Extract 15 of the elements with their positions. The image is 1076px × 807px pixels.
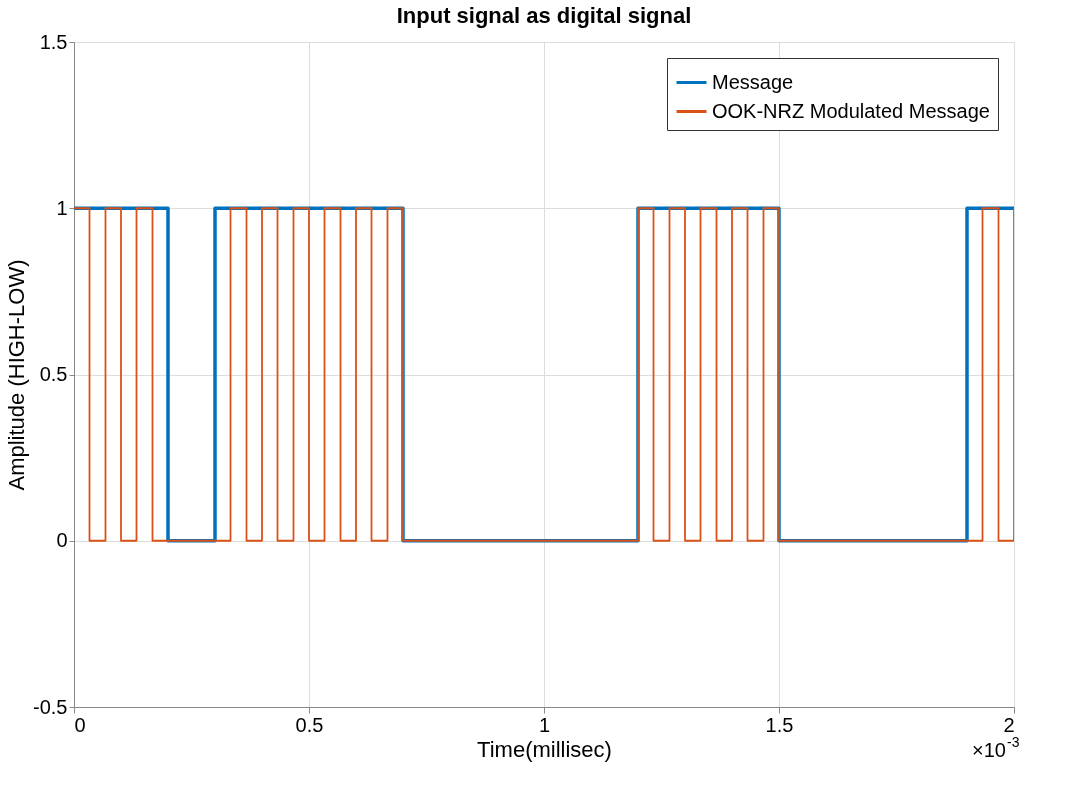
y-tick-label: 0.5	[39, 363, 68, 385]
x-axis-title: Time(millisec)	[477, 736, 612, 762]
x-tick-label: 1.5	[765, 713, 794, 736]
y-tick-label: -0.5	[33, 695, 68, 718]
legend-label: Message	[712, 70, 794, 93]
x-tick-label: 0	[74, 713, 86, 736]
chart-title: Input signal as digital signal	[396, 3, 692, 28]
legend-label: OOK-NRZ Modulated Message	[712, 99, 990, 122]
y-tick-label: 1.5	[39, 30, 68, 53]
x-tick-label: 0.5	[295, 713, 324, 736]
y-tick-label: 0	[56, 529, 68, 552]
y-tick-label: 1	[56, 196, 68, 219]
x-tick-label: 2	[1003, 713, 1015, 736]
y-axis-title: Amplitude (HIGH-LOW)	[4, 259, 30, 491]
x-tick-label: 1	[538, 713, 551, 736]
